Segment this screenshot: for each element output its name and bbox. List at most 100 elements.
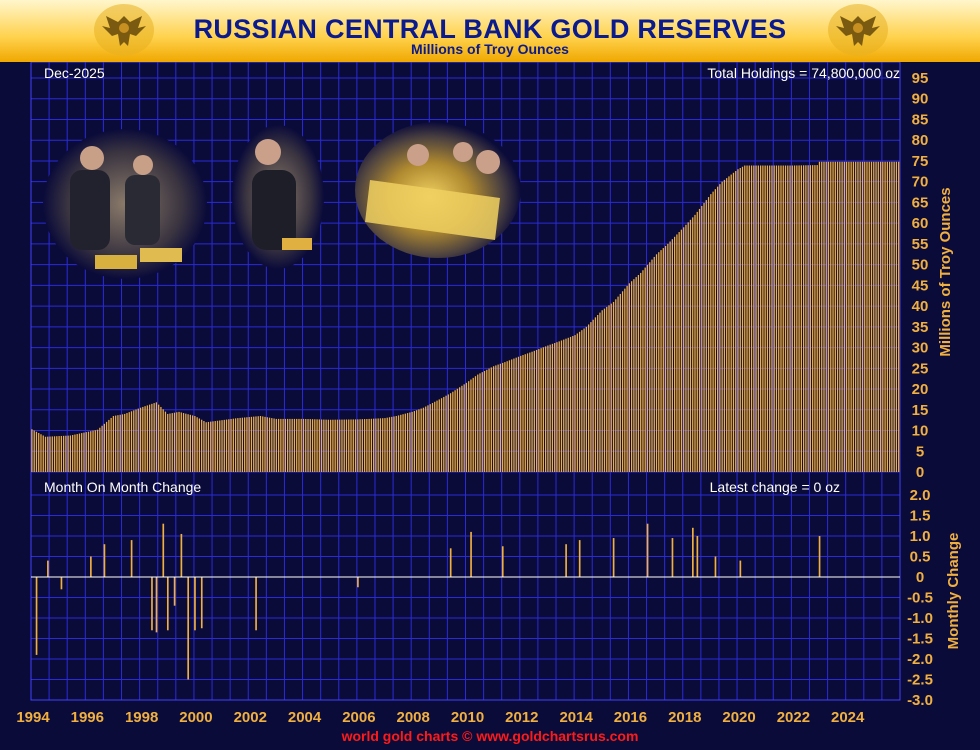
holdings-bar xyxy=(805,165,807,472)
holdings-bar xyxy=(323,419,325,472)
change-bar xyxy=(90,556,92,577)
holdings-bar xyxy=(341,419,343,472)
holdings-bar xyxy=(655,254,658,472)
holdings-bar xyxy=(714,189,716,472)
holdings-bar xyxy=(142,406,144,472)
change-bar xyxy=(47,560,49,577)
holdings-bar xyxy=(621,291,624,472)
holdings-bar xyxy=(619,293,621,472)
holdings-y-axis: 0 5 10 15 20 25 30 35 40 45 50 55 60 65 70 75 80 85 90 95 xyxy=(912,70,929,481)
holdings-bar xyxy=(676,234,678,472)
holdings-bar xyxy=(447,394,449,472)
y-tick-label: 95 xyxy=(912,70,929,87)
holdings-bar xyxy=(384,418,386,472)
y-tick-label: -2.5 xyxy=(907,672,933,689)
holdings-bar xyxy=(719,184,721,472)
holdings-bar xyxy=(635,277,637,472)
holdings-bar xyxy=(413,411,416,472)
holdings-bar xyxy=(112,416,115,472)
holdings-bar xyxy=(601,310,603,472)
holdings-bar xyxy=(244,417,246,472)
holdings-bar xyxy=(223,419,225,472)
holdings-bar xyxy=(454,390,456,472)
holdings-bar xyxy=(631,281,633,472)
holdings-bar xyxy=(144,406,146,472)
holdings-bar xyxy=(162,409,164,472)
y-tick-label: -0.5 xyxy=(907,590,933,607)
date-label: Dec-2025 xyxy=(44,65,105,81)
holdings-bar xyxy=(583,328,585,472)
holdings-bar xyxy=(402,414,404,472)
holdings-y-label: Millions of Troy Ounces xyxy=(937,187,954,356)
holdings-bar xyxy=(508,360,511,472)
holdings-bar xyxy=(264,416,266,472)
holdings-bar xyxy=(210,421,212,472)
holdings-bar xyxy=(302,418,305,472)
holdings-bar xyxy=(343,419,345,472)
holdings-bar xyxy=(262,416,264,472)
holdings-bar xyxy=(757,165,759,473)
holdings-bar xyxy=(576,333,578,472)
y-tick-label: -1.5 xyxy=(907,631,933,648)
x-tick-label: 2016 xyxy=(614,709,647,726)
holdings-bar xyxy=(812,165,814,472)
holdings-bar xyxy=(848,161,850,472)
y-tick-label: 10 xyxy=(912,423,929,440)
holdings-bar xyxy=(864,161,866,472)
holdings-bar xyxy=(259,416,262,472)
holdings-bar xyxy=(158,404,160,472)
holdings-bar xyxy=(640,272,642,472)
holdings-bar xyxy=(567,337,569,472)
holdings-bar xyxy=(787,165,789,473)
holdings-bar xyxy=(320,419,323,472)
holdings-bar xyxy=(420,408,422,472)
holdings-bar xyxy=(99,427,101,472)
holdings-bar xyxy=(92,430,94,472)
holdings-bar xyxy=(330,419,332,472)
y-tick-label: 55 xyxy=(912,236,929,253)
holdings-bar xyxy=(411,411,413,472)
holdings-bar xyxy=(895,161,898,472)
holdings-bar xyxy=(78,433,81,472)
holdings-bar xyxy=(796,165,798,472)
y-tick-label: 30 xyxy=(912,340,929,357)
holdings-bar xyxy=(429,404,431,472)
holdings-bar xyxy=(855,161,857,472)
holdings-bar xyxy=(284,418,287,472)
x-tick-label: 2012 xyxy=(505,709,538,726)
holdings-bar xyxy=(784,165,787,473)
holdings-bar xyxy=(685,224,687,472)
holdings-bar xyxy=(382,418,384,472)
holdings-bar xyxy=(225,419,228,472)
holdings-bar xyxy=(386,417,388,472)
holdings-bar xyxy=(228,419,230,472)
holdings-bar xyxy=(843,161,845,472)
change-bar xyxy=(194,577,196,631)
holdings-bar xyxy=(827,161,830,472)
holdings-bar xyxy=(42,435,44,472)
holdings-bar xyxy=(425,406,427,472)
x-tick-label: 2002 xyxy=(234,709,267,726)
holdings-bar xyxy=(180,412,182,472)
holdings-bar xyxy=(807,165,809,472)
holdings-bar xyxy=(793,165,796,472)
holdings-bar xyxy=(850,161,852,472)
holdings-bar xyxy=(287,418,289,472)
holdings-bar xyxy=(653,256,655,472)
holdings-bar xyxy=(196,417,198,472)
change-bar xyxy=(818,536,821,577)
holdings-bar xyxy=(49,436,51,472)
holdings-bar xyxy=(155,402,158,472)
holdings-bar xyxy=(74,434,76,472)
holdings-bar xyxy=(687,222,689,472)
holdings-bar xyxy=(348,419,350,472)
y-tick-label: 0 xyxy=(916,464,924,481)
holdings-bar xyxy=(449,393,452,472)
holdings-bar xyxy=(574,335,576,472)
holdings-bar xyxy=(178,411,180,472)
monthly-change-bars xyxy=(35,523,821,680)
holdings-bar xyxy=(879,161,882,472)
holdings-bar xyxy=(857,161,859,472)
change-bar xyxy=(714,556,717,577)
holdings-bar xyxy=(664,245,667,472)
